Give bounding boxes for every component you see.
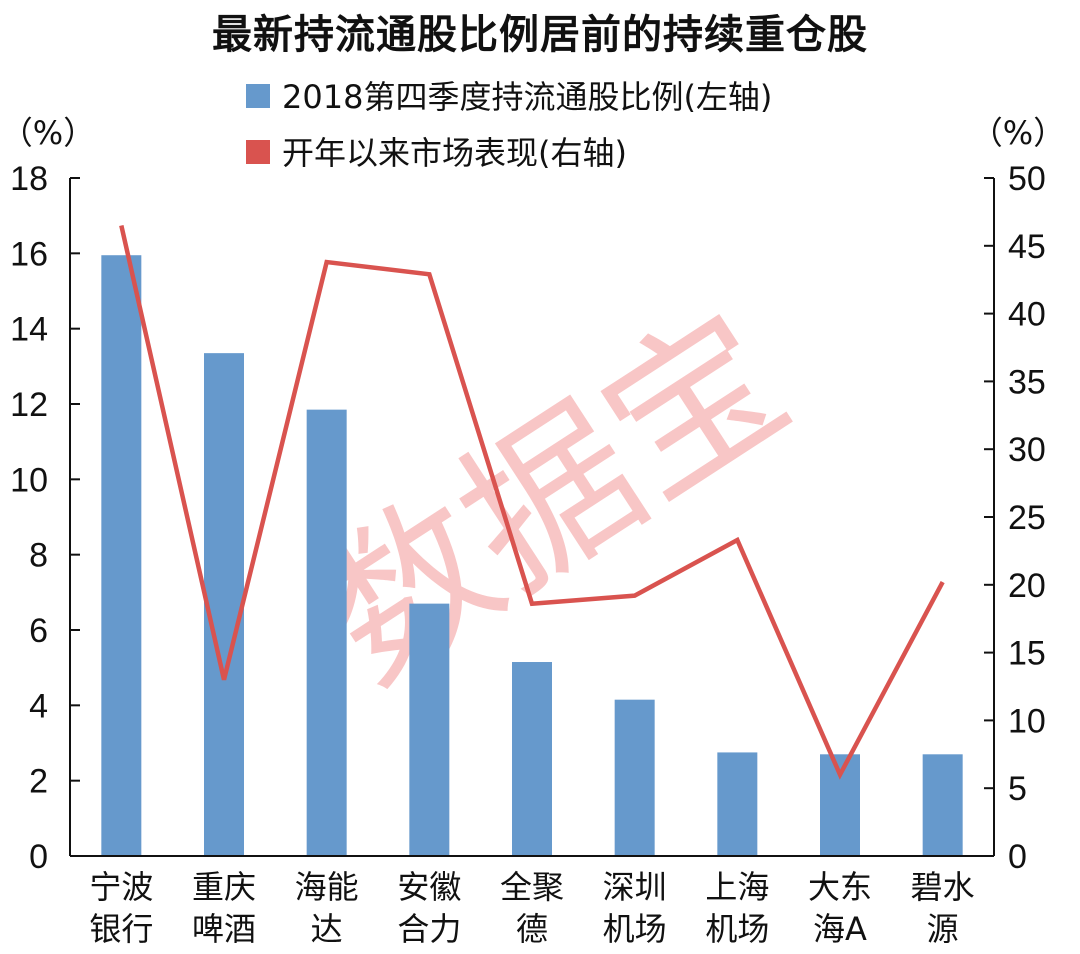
- category-label-7-1: 海A: [813, 910, 867, 948]
- bar-1: [204, 353, 244, 856]
- axes: 0 2 4 6 8 10 12 14 16 18 0 5 10 15 20 25 30 35 40 45 50 （%） （%…: [1, 114, 1065, 876]
- right-axis-unit: （%）: [971, 114, 1065, 152]
- right-tick-label-10: 10: [1008, 702, 1046, 740]
- left-tick-label-2: 2: [29, 763, 48, 801]
- bar-0: [101, 255, 142, 856]
- category-label-5-1: 机场: [603, 910, 667, 948]
- category-label-1-1: 啤酒: [192, 910, 256, 948]
- bar-series: [101, 255, 963, 856]
- category-label-5-0: 深圳: [603, 868, 667, 906]
- right-tick-label-35: 35: [1008, 363, 1046, 401]
- category-label-8-0: 碧水: [911, 868, 975, 906]
- right-tick-label-0: 0: [1008, 838, 1027, 876]
- legend: 2018第四季度持流通股比例(左轴) 开年以来市场表现(右轴): [246, 78, 772, 172]
- category-label-0-1: 银行: [89, 910, 153, 948]
- left-tick-label-18: 18: [10, 160, 48, 198]
- category-label-8-1: 源: [927, 910, 959, 948]
- bar-4: [512, 662, 552, 856]
- category-label-1-0: 重庆: [192, 868, 256, 906]
- left-tick-label-14: 14: [10, 311, 48, 349]
- bar-6: [717, 752, 758, 856]
- line-series: [119, 224, 945, 780]
- right-tick-label-45: 45: [1008, 228, 1046, 266]
- bar-2: [306, 409, 347, 856]
- left-tick-label-4: 4: [29, 687, 48, 725]
- category-label-7-0: 大东: [808, 868, 872, 906]
- legend-label-bar: 2018第四季度持流通股比例(左轴): [282, 78, 772, 116]
- category-label-4-0: 全聚: [500, 868, 564, 906]
- watermark-text: 数据宝: [284, 277, 820, 721]
- legend-swatch-line: [246, 140, 270, 164]
- right-tick-label-40: 40: [1008, 296, 1046, 334]
- watermark: 数据宝: [284, 277, 820, 721]
- legend-label-line: 开年以来市场表现(右轴): [282, 134, 627, 172]
- category-label-6-1: 机场: [705, 910, 769, 948]
- right-tick-label-15: 15: [1008, 635, 1046, 673]
- left-tick-label-8: 8: [29, 537, 48, 575]
- chart-title: 最新持流通股比例居前的持续重仓股: [212, 12, 868, 58]
- right-tick-label-50: 50: [1008, 160, 1046, 198]
- right-tick-label-25: 25: [1008, 499, 1046, 537]
- left-tick-label-6: 6: [29, 612, 48, 650]
- category-label-0-0: 宁波: [89, 868, 153, 906]
- left-tick-label-0: 0: [29, 838, 48, 876]
- right-tick-label-5: 5: [1008, 770, 1027, 808]
- legend-swatch-bar: [246, 84, 270, 108]
- category-label-4-1: 德: [516, 910, 548, 948]
- right-tick-label-30: 30: [1008, 431, 1046, 469]
- left-tick-label-16: 16: [10, 235, 48, 273]
- left-tick-label-12: 12: [10, 386, 48, 424]
- category-label-2-0: 海能: [295, 868, 359, 906]
- right-tick-label-20: 20: [1008, 567, 1046, 605]
- left-axis-unit: （%）: [1, 114, 95, 152]
- bar-5: [614, 699, 655, 856]
- bar-8: [922, 754, 963, 856]
- bar-3: [409, 603, 450, 856]
- category-label-2-1: 达: [311, 910, 343, 948]
- category-label-6-0: 上海: [705, 868, 769, 906]
- category-label-3-1: 合力: [397, 910, 461, 948]
- left-tick-label-10: 10: [10, 461, 48, 499]
- category-label-3-0: 安徽: [397, 868, 461, 906]
